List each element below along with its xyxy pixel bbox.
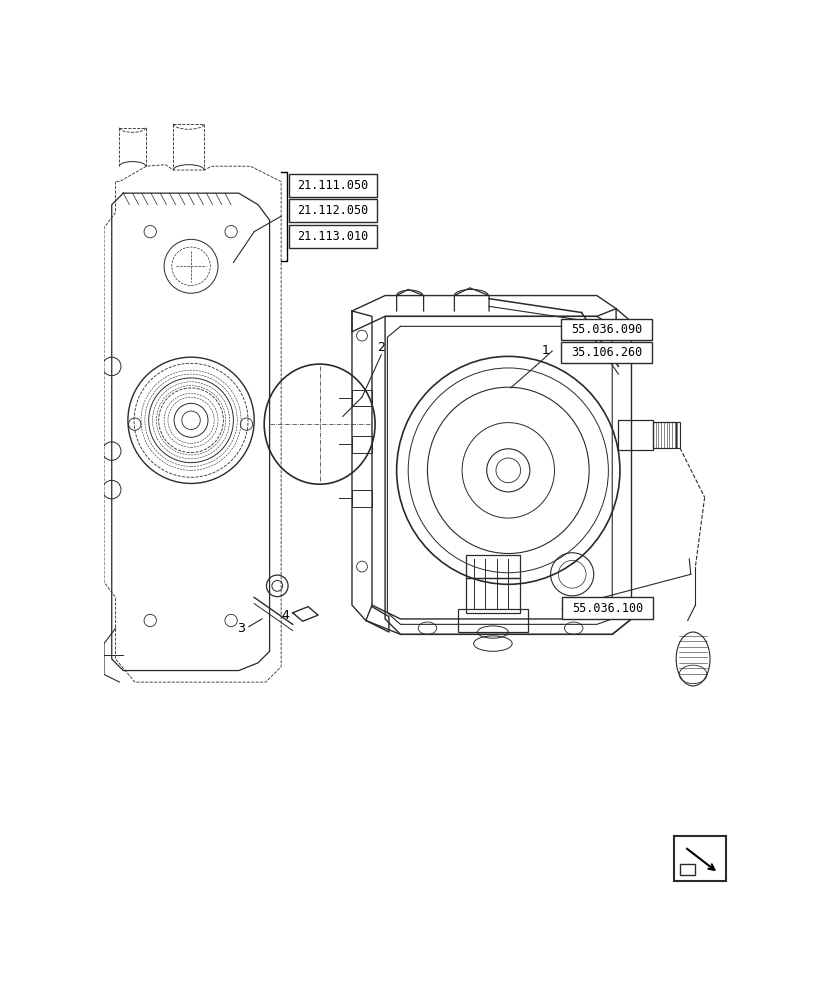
Bar (653, 422, 676, 448)
Bar (459, 609, 527, 632)
Bar (680, 864, 695, 875)
Text: 55.036.090: 55.036.090 (571, 323, 642, 336)
Bar (466, 578, 520, 613)
Text: 21.111.050: 21.111.050 (298, 179, 369, 192)
Text: 35.106.260: 35.106.260 (571, 346, 642, 359)
Bar (352, 436, 372, 453)
Bar (561, 319, 652, 340)
Bar (352, 490, 372, 507)
Text: 2: 2 (377, 341, 385, 354)
Bar (674, 836, 726, 881)
Bar (653, 422, 680, 448)
Bar (289, 174, 377, 197)
Text: 21.113.010: 21.113.010 (298, 230, 369, 243)
Bar (619, 420, 653, 450)
Text: 3: 3 (237, 622, 245, 635)
Bar (352, 389, 372, 406)
Bar (289, 199, 377, 222)
Bar (561, 342, 652, 363)
Bar (289, 225, 377, 248)
Text: 55.036.100: 55.036.100 (572, 602, 643, 615)
Text: 4: 4 (281, 609, 289, 622)
Text: 21.112.050: 21.112.050 (298, 204, 369, 217)
Text: 1: 1 (541, 344, 549, 358)
Bar (466, 555, 520, 578)
Bar (562, 597, 653, 619)
